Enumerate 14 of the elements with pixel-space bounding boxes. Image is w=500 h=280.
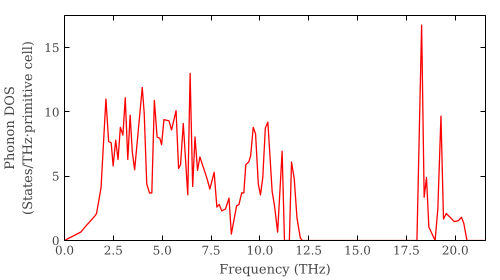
x-tick-label: 20.0: [442, 244, 469, 258]
x-tick-label: 17.5: [393, 244, 420, 258]
x-tick-label: 0.0: [54, 244, 74, 258]
x-axis-title: Frequency (THz): [219, 262, 331, 278]
y-axis-title: Phonon DOS (States/THz·primitive cell): [3, 40, 36, 215]
x-tick-label: 15.0: [344, 244, 371, 258]
x-tick-label: 12.5: [295, 244, 322, 258]
x-tick-label: 10.0: [246, 244, 274, 258]
y-tick-label: 10: [44, 105, 60, 120]
x-tick-label: 7.5: [201, 244, 221, 258]
y-tick-label: 5: [52, 170, 60, 184]
y-tick-label: 15: [44, 41, 60, 56]
x-tick-label: 5.0: [152, 244, 172, 258]
x-tick-label: 2.5: [104, 244, 123, 258]
